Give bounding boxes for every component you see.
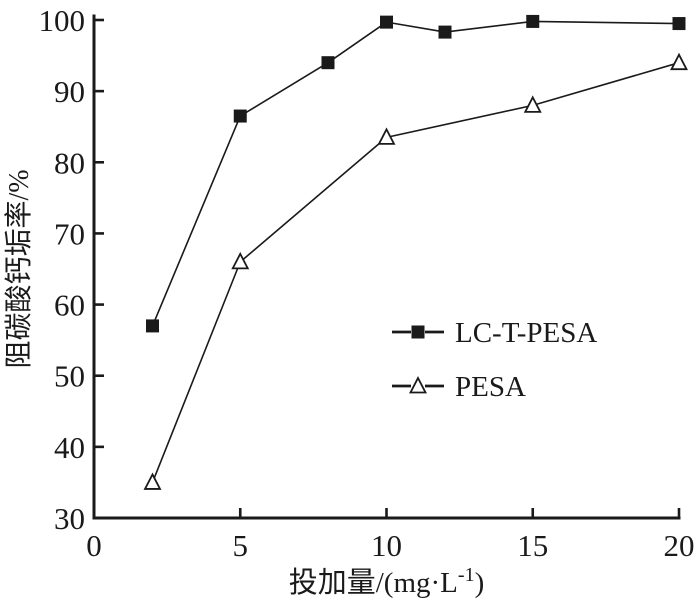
square-marker [438, 25, 452, 39]
legend-entry-pesa: PESA [392, 371, 526, 403]
legend-label: PESA [455, 371, 526, 403]
legend-entry-lc-t-pesa: LC-T-PESA [392, 317, 597, 349]
y-tick-label: 40 [54, 430, 85, 465]
square-marker [411, 325, 425, 339]
y-tick-label: 30 [54, 501, 85, 536]
x-tick-label: 15 [517, 528, 548, 563]
x-axis-title: 投加量/(mg·L-1) [289, 564, 485, 599]
x-tick-label: 5 [233, 528, 249, 563]
square-marker [672, 17, 686, 31]
x-axis-title-part: -1 [458, 564, 475, 586]
x-tick-label: 0 [86, 528, 102, 563]
triangle-marker [143, 472, 162, 490]
x-axis-title-part: 投加量/(mg·L [289, 566, 458, 599]
triangle-marker [377, 127, 396, 145]
series-lc-t-pesa [146, 14, 686, 333]
square-marker [146, 319, 159, 333]
y-tick-label: 50 [54, 359, 85, 394]
axis-spines [92, 14, 681, 520]
legend: LC-T-PESA PESA [392, 317, 597, 403]
x-tick-label: 20 [664, 528, 695, 563]
y-tick-label: 80 [54, 145, 85, 180]
series-line [151, 61, 680, 483]
series-line [151, 20, 680, 327]
square-marker [233, 109, 247, 123]
square-marker [380, 15, 393, 29]
triangle-marker [409, 376, 427, 394]
triangle-marker [670, 52, 688, 71]
y-tick-label: 70 [54, 216, 85, 251]
y-tick-label: 90 [54, 74, 85, 109]
legend-label: LC-T-PESA [455, 317, 597, 349]
series-pesa [143, 52, 688, 490]
square-marker [526, 14, 540, 28]
triangle-marker [523, 95, 542, 113]
x-tick-label: 10 [371, 528, 402, 563]
x-axis-title-part: ) [475, 567, 485, 599]
y-tick-label: 60 [54, 288, 85, 323]
y-tick-label: 100 [39, 3, 86, 38]
triangle-marker [231, 251, 250, 270]
y-axis-title: 阻碳酸钙垢率/% [3, 169, 35, 368]
square-marker [321, 56, 335, 70]
plot-axes: 30 40 50 60 70 80 90 100 0 5 10 15 20 [39, 3, 695, 563]
